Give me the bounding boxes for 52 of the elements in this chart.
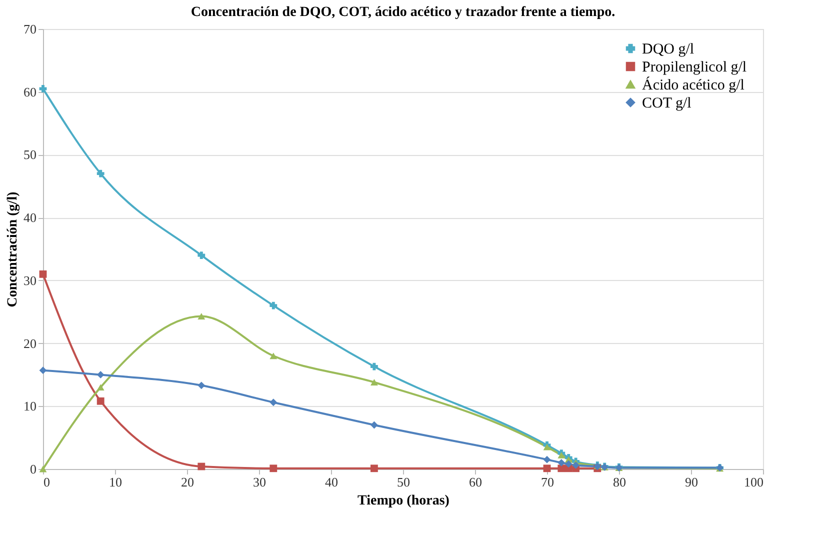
- point: [370, 362, 378, 370]
- legend-label: COT g/l: [642, 96, 692, 112]
- x-tick-label: 20: [181, 474, 194, 490]
- point: [564, 460, 572, 468]
- point: [198, 252, 206, 259]
- y-tick-label: 40: [24, 210, 36, 226]
- y-tick-label: 0: [30, 462, 36, 476]
- point: [370, 421, 378, 429]
- point: [198, 382, 206, 390]
- point: [198, 462, 206, 470]
- point: [96, 371, 104, 378]
- y-tick-label: 70: [24, 22, 36, 36]
- x-tick-label: 70: [541, 474, 554, 490]
- x-tick-label: 40: [325, 474, 338, 490]
- point: [270, 302, 278, 310]
- point: [198, 313, 206, 320]
- point: [370, 379, 378, 386]
- legend-label: DQO g/l: [642, 42, 694, 58]
- x-tick-label: 90: [685, 474, 698, 490]
- point: [270, 464, 278, 472]
- y-tick-label: 50: [24, 147, 36, 162]
- point: [572, 462, 580, 469]
- chart-title: Concentración de DQO, COT, ácido acético y trazador frente a tiempo.: [190, 5, 616, 20]
- point: [270, 398, 278, 406]
- point: [270, 352, 278, 360]
- x-tick-label: 60: [469, 474, 482, 490]
- point: [370, 464, 378, 472]
- point: [543, 444, 551, 450]
- x-axis-title: Tiempo (horas): [358, 494, 450, 508]
- x-tick-label: 30: [253, 474, 266, 490]
- point: [96, 384, 104, 390]
- legend-label: Ácido acético g/l: [642, 76, 744, 94]
- point: [96, 170, 104, 178]
- point: [543, 456, 551, 464]
- y-tick-label: 30: [24, 272, 36, 288]
- x-tick-label: 50: [397, 474, 410, 490]
- y-tick-label: 20: [24, 336, 36, 351]
- point: [39, 366, 47, 374]
- y-axis-title: Concentración (g/l): [6, 191, 20, 308]
- y-tick-label: 10: [24, 398, 36, 414]
- x-tick-label: 10: [109, 474, 122, 490]
- point: [558, 464, 566, 472]
- point: [96, 397, 104, 405]
- legend-label: Propilenglicol g/l: [642, 60, 747, 76]
- point: [558, 459, 566, 466]
- point: [39, 85, 47, 92]
- x-tick-label: 0: [44, 474, 50, 490]
- point: [39, 270, 47, 278]
- x-tick-label: 80: [613, 474, 626, 490]
- y-tick-label: 60: [24, 84, 36, 100]
- x-tick-label: 100: [744, 474, 764, 490]
- point: [543, 464, 551, 472]
